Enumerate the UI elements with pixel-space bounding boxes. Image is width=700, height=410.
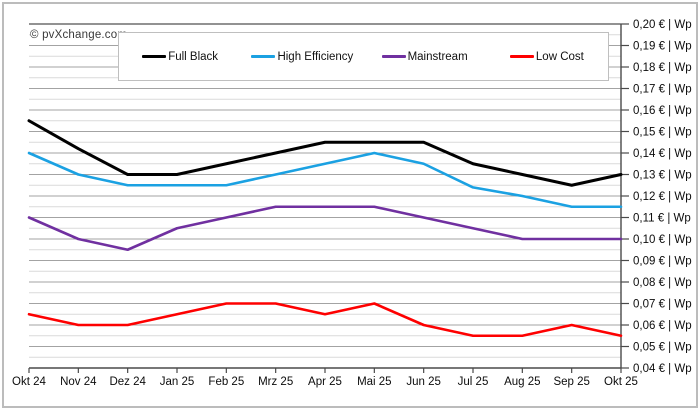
legend-item-mainstream: Mainstream xyxy=(364,51,486,63)
legend-item-high-efficiency: High Efficiency xyxy=(241,51,363,63)
y-axis-label: 0,08 € | Wp xyxy=(633,277,692,289)
full-black-line-swatch xyxy=(142,55,167,58)
x-axis-label: Jul 25 xyxy=(458,376,489,388)
chart-legend: Full Black High Efficiency Mainstream Lo… xyxy=(118,32,609,81)
series-line-mainstream xyxy=(27,205,623,252)
legend-item-low-cost: Low Cost xyxy=(486,51,608,63)
y-axis-label: 0,12 € | Wp xyxy=(633,191,692,203)
y-axis-label: 0,15 € | Wp xyxy=(633,127,692,139)
x-axis-label: Jun 25 xyxy=(406,376,441,388)
x-axis-label: Feb 25 xyxy=(208,376,244,388)
watermark-copyright: © pvXchange.com xyxy=(30,29,132,42)
series-line-low-cost xyxy=(27,302,623,338)
x-axis-label: Apr 25 xyxy=(308,376,342,388)
y-axis-label: 0,10 € | Wp xyxy=(633,234,692,246)
legend-label: Low Cost xyxy=(535,50,584,63)
x-axis-label: Mai 25 xyxy=(357,376,392,388)
legend-label: High Efficiency xyxy=(277,50,354,63)
x-axis-label: Aug 25 xyxy=(504,376,540,388)
x-axis-label: Okt 24 xyxy=(12,376,46,388)
x-axis-label: Nov 24 xyxy=(60,376,97,388)
x-axis-label: Okt 25 xyxy=(604,376,638,388)
y-axis-label: 0,11 € | Wp xyxy=(633,213,691,225)
y-axis-label: 0,04 € | Wp xyxy=(633,363,692,375)
x-axis-label: Sep 25 xyxy=(553,376,589,388)
y-axis-label: 0,05 € | Wp xyxy=(633,342,692,354)
y-axis-label: 0,14 € | Wp xyxy=(633,148,692,160)
y-axis-label: 0,09 € | Wp xyxy=(633,256,692,268)
legend-label: Full Black xyxy=(168,50,219,63)
y-axis-label: 0,20 € | Wp xyxy=(633,19,692,31)
mainstream-line-swatch xyxy=(381,55,406,58)
y-axis-label: 0,13 € | Wp xyxy=(633,170,692,182)
y-axis-label: 0,18 € | Wp xyxy=(633,62,692,74)
y-axis-label: 0,16 € | Wp xyxy=(633,105,692,117)
high-efficiency-line-swatch xyxy=(251,55,276,58)
legend-item-full-black: Full Black xyxy=(119,51,241,63)
x-axis-label: Dez 24 xyxy=(109,376,146,388)
legend-label: Mainstream xyxy=(407,50,468,63)
x-axis-label: Mrz 25 xyxy=(258,376,293,388)
y-axis-label: 0,06 € | Wp xyxy=(633,320,692,332)
x-axis-label: Jan 25 xyxy=(160,376,195,388)
y-axis-label: 0,17 € | Wp xyxy=(633,84,692,96)
y-axis-label: 0,19 € | Wp xyxy=(633,41,692,53)
y-axis-label: 0,07 € | Wp xyxy=(633,299,692,311)
series-line-full-black xyxy=(27,119,623,187)
low-cost-line-swatch xyxy=(509,55,534,58)
series-line-high-efficiency xyxy=(27,151,623,209)
